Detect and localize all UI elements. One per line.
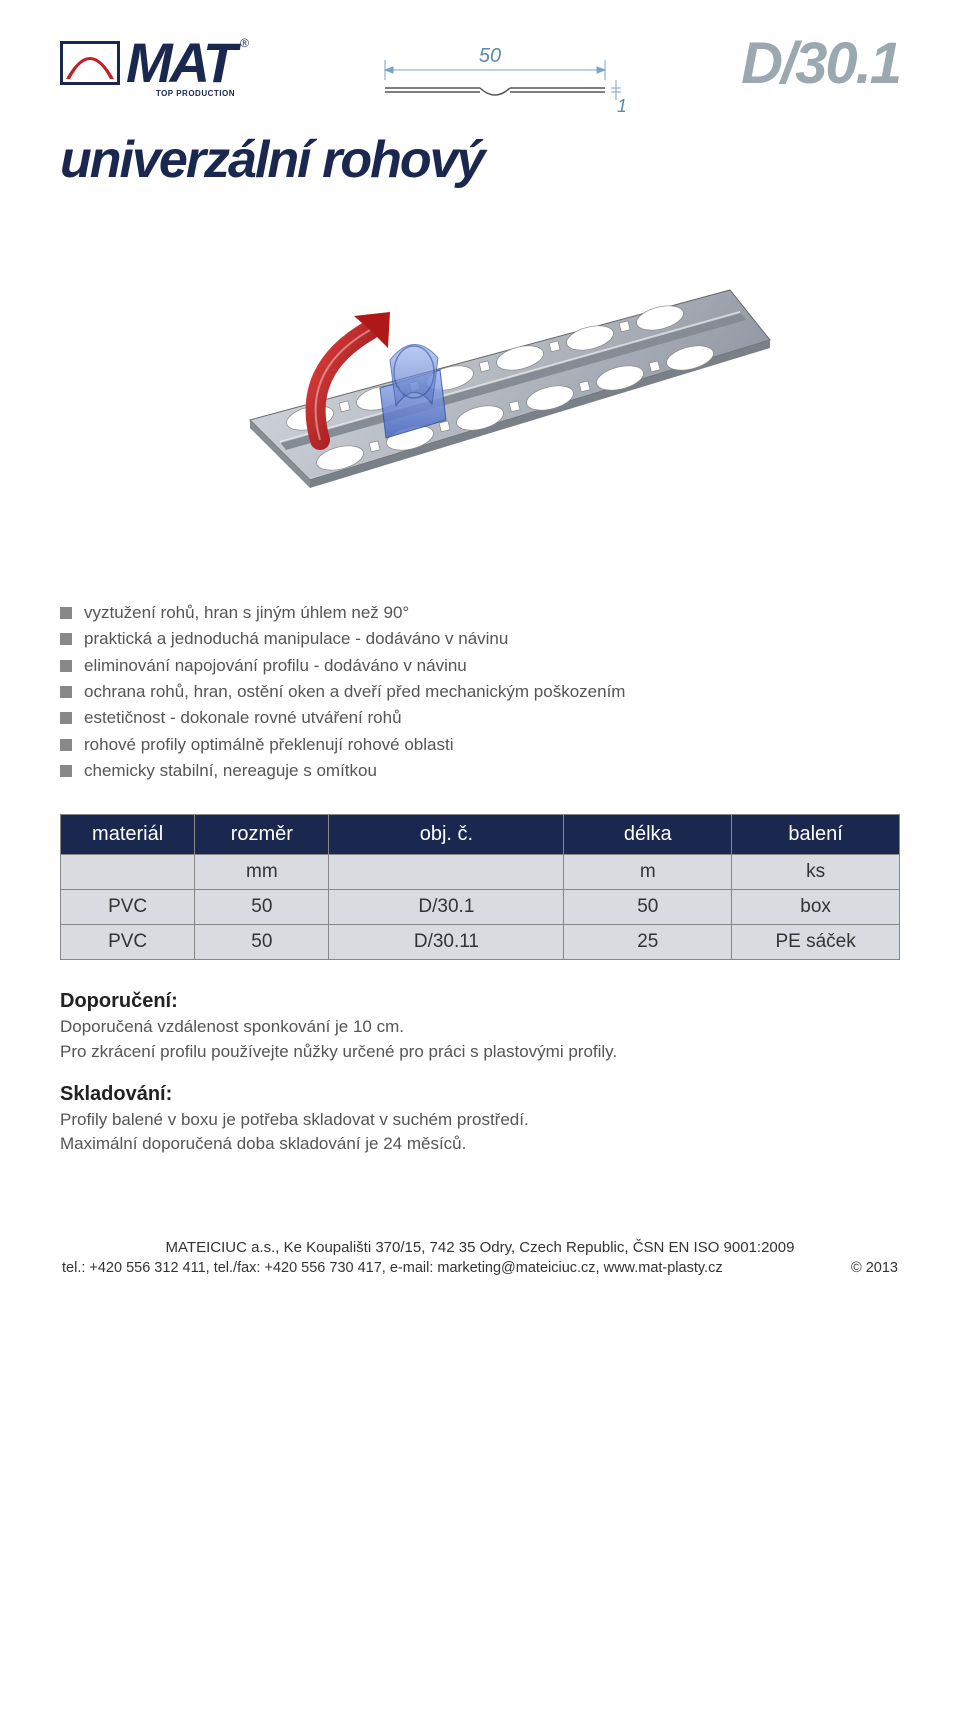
storage-title: Skladování:: [60, 1083, 900, 1106]
product-code: D/30.1: [741, 30, 900, 97]
logo: MAT ®: [60, 30, 249, 95]
footer-address: MATEICIUC a.s., Ke Koupališti 370/15, 74…: [60, 1237, 900, 1258]
unit-cell: mm: [195, 855, 329, 890]
page-title: univerzální rohový: [60, 130, 900, 190]
th-size: rozměr: [195, 815, 329, 855]
feature-item: rohové profily optimálně překlenují roho…: [60, 732, 900, 758]
logo-block: MAT ® TOP PRODUCTION: [60, 30, 249, 98]
table-row: PVC 50 D/30.1 50 box: [61, 890, 900, 925]
th-pack: balení: [732, 815, 900, 855]
code-block: D/30.1: [741, 30, 900, 97]
feature-item: vyztužení rohů, hran s jiným úhlem než 9…: [60, 600, 900, 626]
tech-drawing: 50 1: [249, 30, 741, 120]
unit-cell: [329, 855, 564, 890]
storage-body: Profily balené v boxu je potřeba skladov…: [60, 1108, 900, 1133]
logo-reg: ®: [240, 36, 249, 50]
th-material: materiál: [61, 815, 195, 855]
table-header-row: materiál rozměr obj. č. délka balení: [61, 815, 900, 855]
cell: PE sáček: [732, 925, 900, 960]
header: MAT ® TOP PRODUCTION 50: [60, 30, 900, 120]
table-units-row: mm m ks: [61, 855, 900, 890]
cell: D/30.1: [329, 890, 564, 925]
footer-contact: tel.: +420 556 312 411, tel./fax: +420 5…: [62, 1258, 723, 1278]
cell: PVC: [61, 925, 195, 960]
unit-cell: ks: [732, 855, 900, 890]
unit-cell: [61, 855, 195, 890]
recommend-body: Doporučená vzdálenost sponkování je 10 c…: [60, 1015, 900, 1040]
feature-item: ochrana rohů, hran, ostění oken a dveří …: [60, 679, 900, 705]
cell: 50: [564, 890, 732, 925]
cell: 50: [195, 890, 329, 925]
cell: PVC: [61, 890, 195, 925]
feature-list: vyztužení rohů, hran s jiným úhlem než 9…: [60, 600, 900, 784]
storage-body: Maximální doporučená doba skladování je …: [60, 1132, 900, 1157]
feature-item: estetičnost - dokonale rovné utváření ro…: [60, 705, 900, 731]
recommend-title: Doporučení:: [60, 990, 900, 1013]
cell: D/30.11: [329, 925, 564, 960]
feature-item: eliminování napojování profilu - dodáván…: [60, 653, 900, 679]
feature-item: praktická a jednoduchá manipulace - dodá…: [60, 626, 900, 652]
th-code: obj. č.: [329, 815, 564, 855]
cell: 25: [564, 925, 732, 960]
th-length: délka: [564, 815, 732, 855]
logo-text: MAT: [126, 30, 234, 95]
logo-icon: [60, 41, 120, 85]
height-label: 1: [617, 96, 625, 116]
recommend-body: Pro zkrácení profilu používejte nůžky ur…: [60, 1040, 900, 1065]
logo-sub: TOP PRODUCTION: [60, 89, 235, 98]
width-label: 50: [479, 45, 501, 67]
spec-table: materiál rozměr obj. č. délka balení mm …: [60, 814, 900, 960]
product-illustration: [60, 220, 900, 500]
cell: box: [732, 890, 900, 925]
feature-item: chemicky stabilní, nereaguje s omítkou: [60, 758, 900, 784]
unit-cell: m: [564, 855, 732, 890]
cell: 50: [195, 925, 329, 960]
table-row: PVC 50 D/30.11 25 PE sáček: [61, 925, 900, 960]
footer-copyright: © 2013: [851, 1258, 898, 1278]
footer: MATEICIUC a.s., Ke Koupališti 370/15, 74…: [60, 1237, 900, 1278]
